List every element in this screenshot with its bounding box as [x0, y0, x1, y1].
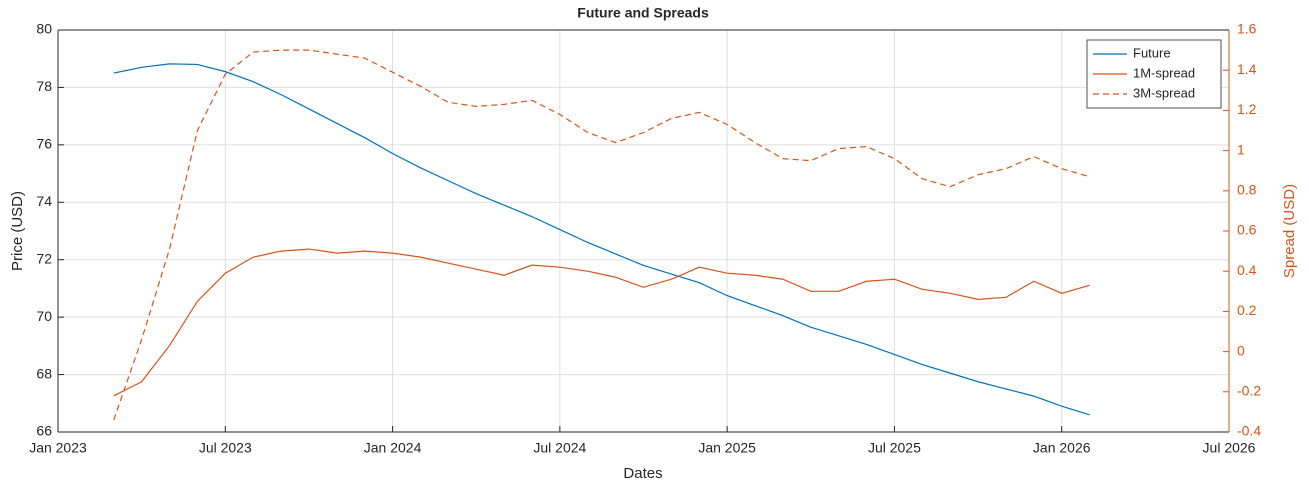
y-axis-label: Price (USD) — [9, 191, 26, 271]
y-tick-label: 80 — [36, 21, 52, 37]
x-tick-label: Jan 2026 — [1033, 440, 1091, 456]
y2-tick-label: 0.2 — [1237, 302, 1257, 318]
legend-label: 3M-spread — [1133, 85, 1195, 100]
x-tick-label: Jul 2025 — [868, 440, 921, 456]
x-tick-label: Jul 2023 — [199, 440, 252, 456]
y2-tick-label: 1.2 — [1237, 101, 1257, 117]
x-tick-label: Jul 2026 — [1203, 440, 1256, 456]
series-line — [113, 49, 1090, 421]
series-line — [113, 63, 1090, 416]
y2-tick-label: 0 — [1237, 342, 1245, 358]
y2-tick-label: -0.2 — [1237, 383, 1261, 399]
y-tick-label: 68 — [36, 365, 52, 381]
x-tick-label: Jan 2025 — [698, 440, 756, 456]
y2-tick-label: 0.8 — [1237, 182, 1257, 198]
y2-tick-label: 1.4 — [1237, 61, 1257, 77]
y-tick-label: 78 — [36, 78, 52, 94]
y2-tick-label: 1 — [1237, 141, 1245, 157]
legend-label: Future — [1133, 45, 1171, 60]
y-tick-label: 66 — [36, 423, 52, 439]
chart-title: Future and Spreads — [577, 5, 709, 21]
x-tick-label: Jul 2024 — [533, 440, 586, 456]
y2-axis-label: Spread (USD) — [1281, 184, 1298, 278]
y-tick-label: 72 — [36, 250, 52, 266]
y2-tick-label: 0.4 — [1237, 262, 1257, 278]
y-tick-label: 74 — [36, 193, 52, 209]
y-tick-label: 76 — [36, 136, 52, 152]
y-tick-label: 70 — [36, 308, 52, 324]
y2-tick-label: 1.6 — [1237, 21, 1257, 37]
y2-tick-label: 0.6 — [1237, 222, 1257, 238]
x-axis-label: Dates — [623, 465, 662, 482]
series-line — [113, 248, 1090, 397]
x-tick-label: Jan 2024 — [364, 440, 422, 456]
legend-label: 1M-spread — [1133, 65, 1195, 80]
x-tick-label: Jan 2023 — [29, 440, 87, 456]
y2-tick-label: -0.4 — [1237, 423, 1261, 439]
